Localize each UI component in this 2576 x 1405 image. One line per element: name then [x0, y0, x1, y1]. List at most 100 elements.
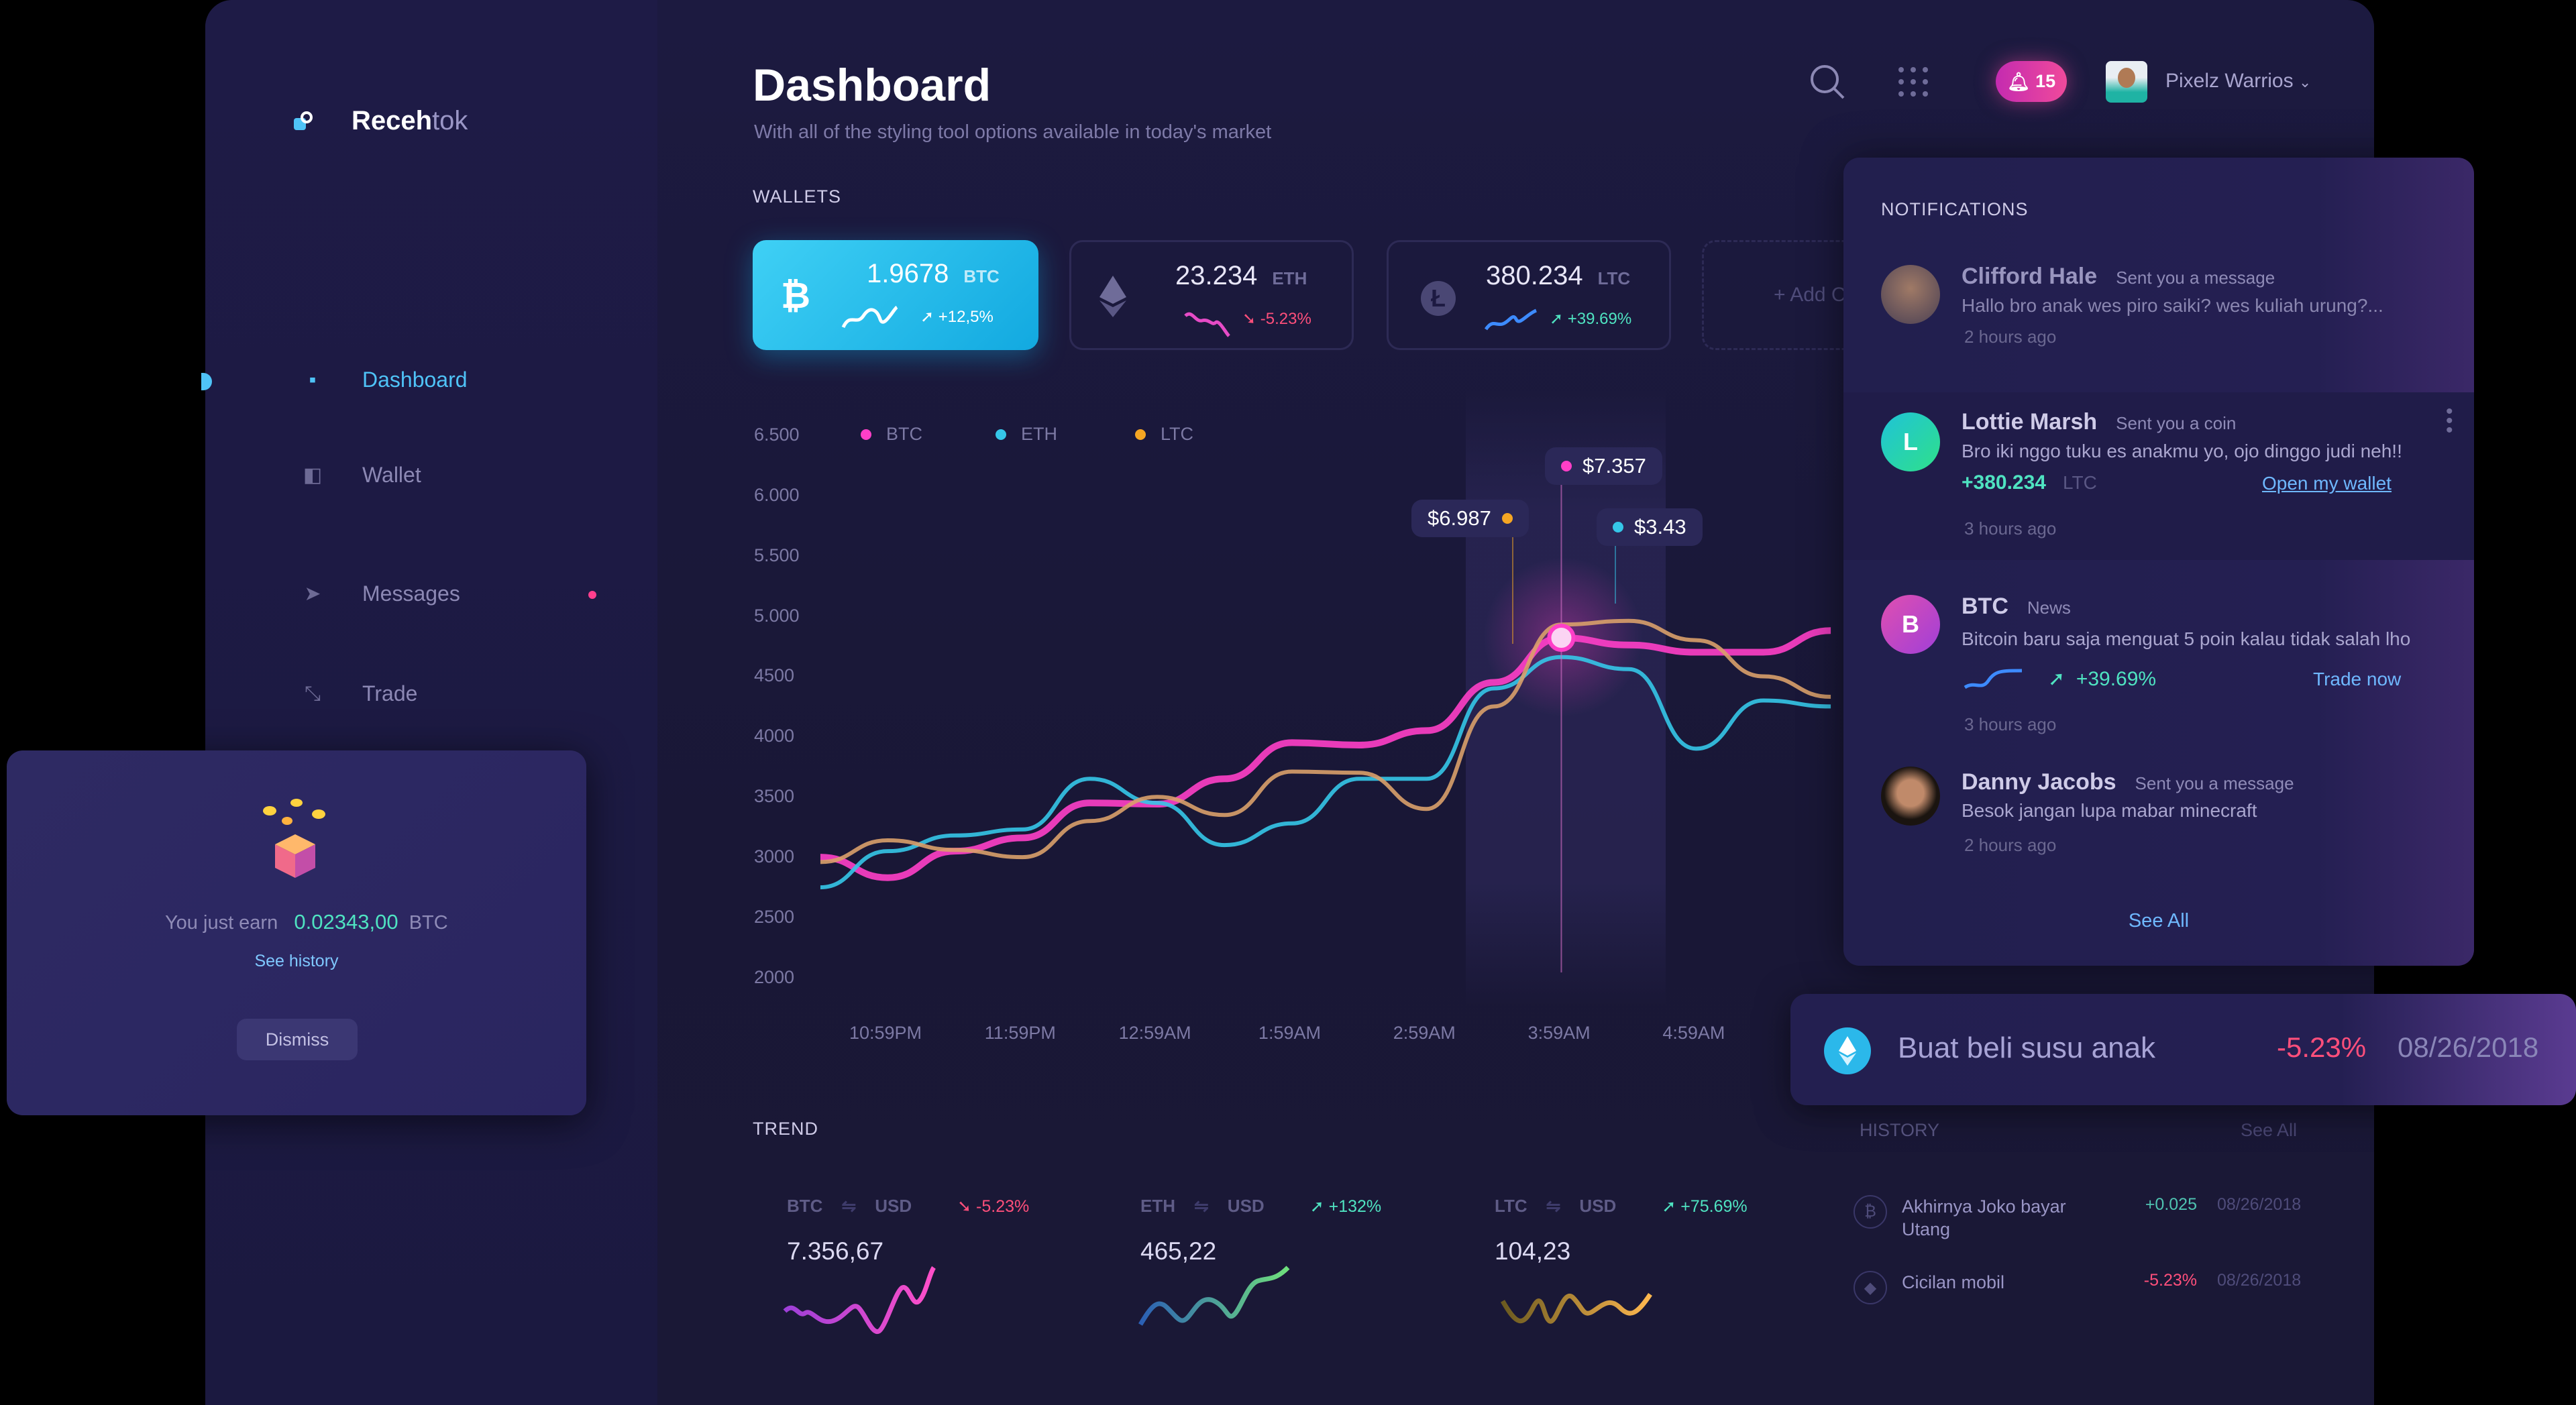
toast-change: -5.23%	[2277, 1031, 2367, 1063]
history-amount: -5.23%	[2143, 1271, 2197, 1290]
legend-dot	[861, 429, 871, 440]
x-tick-label: 1:59AM	[1258, 1023, 1321, 1043]
brand-name[interactable]: Recehtok	[352, 106, 468, 135]
page-title: Dashboard	[753, 60, 991, 111]
active-indicator	[201, 373, 212, 390]
ltc-trend-line	[1500, 1293, 1652, 1324]
avatar: B	[1881, 595, 1940, 654]
history-title[interactable]: Akhirnya Joko bayar Utang	[1902, 1196, 2066, 1239]
wallet-icon: ◧	[303, 464, 323, 486]
notification-count: 15	[2035, 71, 2056, 91]
history-see-all[interactable]: See All	[2241, 1120, 2298, 1140]
series-line-ltc	[820, 618, 1831, 864]
history-title[interactable]: Cicilan mobil	[1902, 1272, 2005, 1292]
notifications-button[interactable]: 🔔︎ 15	[1996, 61, 2067, 102]
wallet-change: ➚ +39.69%	[1550, 310, 1632, 328]
trend-heading: TREND	[753, 1119, 818, 1139]
wallet-amount: 380.234	[1486, 261, 1583, 290]
series-line-btc	[820, 627, 1831, 881]
arrow-up-icon: ➚	[2048, 668, 2065, 690]
x-tick-label: 2:59AM	[1393, 1023, 1456, 1043]
page-subtitle: With all of the styling tool options ava…	[754, 121, 1272, 143]
history-date: 08/26/2018	[2217, 1195, 2302, 1214]
avatar: L	[1881, 412, 1940, 471]
sparkline	[1484, 308, 1538, 331]
user-avatar[interactable]	[2106, 61, 2147, 103]
trend-pair[interactable]: LTC ⇋ USD ➚ +75.69%	[1495, 1196, 1748, 1216]
y-tick-label: 5.000	[754, 605, 800, 626]
more-options-icon[interactable]: • • •	[2446, 400, 2453, 441]
notification-item[interactable]: B BTC News Bitcoin baru saja menguat 5 po…	[1843, 573, 2474, 741]
tooltip-eth: $3.43	[1597, 508, 1703, 546]
y-tick-label: 4000	[754, 726, 795, 746]
y-tick-label: 5.500	[754, 545, 800, 565]
see-all-notifications[interactable]: See All	[2128, 910, 2190, 932]
y-tick-label: 4500	[754, 665, 795, 686]
litecoin-icon: Ł	[1421, 281, 1456, 316]
earn-popup: You just earn 0.02343,00 BTC See history…	[7, 750, 586, 1115]
wallet-change: ➘ -5.23%	[1242, 310, 1311, 328]
bitcoin-icon: ₿	[1854, 1195, 1887, 1229]
dismiss-button[interactable]: Dismiss	[237, 1019, 358, 1060]
wallet-amount: 23.234	[1175, 261, 1258, 290]
transaction-toast[interactable]: Buat beli susu anak -5.23% 08/26/2018	[1790, 994, 2576, 1105]
y-tick-label: 3500	[754, 786, 795, 807]
notifications-panel: NOTIFICATIONS Clifford Hale Sent you a me…	[1843, 158, 2474, 966]
legend-item[interactable]: ETH	[996, 424, 1057, 445]
sidebar-item-messages[interactable]: ➤ Messages	[302, 581, 460, 606]
wallet-card-eth[interactable]: 23.234 ETH ➘ -5.23%	[1069, 240, 1354, 350]
sparkline	[1184, 312, 1230, 337]
dashboard-icon: ▪	[309, 368, 317, 391]
swap-icon: ⇋	[1194, 1196, 1209, 1216]
x-tick-label: 11:59PM	[984, 1023, 1056, 1043]
sidebar-item-wallet[interactable]: ◧ Wallet	[302, 463, 421, 488]
notification-item[interactable]: Danny Jacobs Sent you a message Besok jan…	[1843, 761, 2474, 868]
user-menu[interactable]: Pixelz Warrios ⌄	[2165, 70, 2312, 92]
notification-item[interactable]: L Lottie Marsh Sent you a coin • • • Bro ik…	[1843, 392, 2474, 560]
arrow-down-icon: ➘	[1242, 310, 1256, 328]
hover-marker	[1547, 623, 1576, 652]
y-tick-label: 3000	[754, 846, 795, 867]
sidebar-item-trade[interactable]: ⤡ Trade	[302, 681, 417, 706]
highlight-band	[1466, 389, 1666, 1006]
wallet-card-ltc[interactable]: Ł 380.234 LTC ➚ +39.69%	[1387, 240, 1671, 350]
sparkline	[841, 305, 898, 329]
avatar	[1881, 767, 1940, 826]
wallet-change: ➚ +12,5%	[920, 308, 994, 326]
sparkline	[1964, 669, 2023, 689]
trade-arrows-icon: ⤡	[305, 682, 321, 705]
history-amount: +0.025	[2145, 1195, 2197, 1214]
avatar	[1881, 265, 1940, 324]
arrow-up-icon: ➚	[920, 308, 934, 326]
eth-trend-line	[1138, 1266, 1290, 1326]
wallet-card-btc[interactable]: ₿ 1.9678 BTC ➚ +12,5%	[753, 240, 1038, 350]
arrow-up-icon: ➚	[1662, 1196, 1676, 1216]
legend-item[interactable]: BTC	[861, 424, 922, 445]
y-tick-label: 2000	[754, 966, 795, 987]
trend-pair[interactable]: ETH ⇋ USD ➚ +132%	[1140, 1196, 1382, 1216]
logo-icon	[294, 111, 314, 131]
trend-value: 104,23	[1495, 1237, 1571, 1265]
legend-dot	[996, 429, 1006, 440]
toast-date: 08/26/2018	[2398, 1031, 2539, 1063]
x-tick-label: 4:59AM	[1662, 1023, 1725, 1043]
btc-trend-line	[783, 1266, 936, 1334]
arrow-up-icon: ➚	[1309, 1196, 1324, 1216]
sidebar-item-label: Wallet	[362, 463, 421, 487]
y-tick-label: 6.500	[754, 424, 800, 445]
legend-item[interactable]: LTC	[1135, 424, 1193, 445]
trend-pair[interactable]: BTC ⇋ USD ➘ -5.23%	[787, 1196, 1030, 1216]
swap-icon: ⇋	[1546, 1196, 1561, 1216]
x-tick-label: 10:59PM	[849, 1023, 922, 1043]
search-icon[interactable]	[1809, 63, 1846, 101]
notification-item[interactable]: Clifford Hale Sent you a message Hallo br…	[1843, 251, 2474, 352]
sidebar-item-label: Dashboard	[362, 368, 468, 392]
sidebar-item-dashboard[interactable]: ▪ Dashboard	[302, 368, 468, 392]
apps-grid-icon[interactable]	[1897, 66, 1929, 98]
trade-now-link[interactable]: Trade now	[2313, 669, 2402, 689]
add-wallet-button[interactable]: + Add C	[1702, 240, 1970, 350]
open-wallet-link[interactable]: Open my wallet	[2262, 473, 2392, 494]
trend-value: 7.356,67	[787, 1237, 884, 1265]
see-history-link[interactable]: See history	[254, 952, 339, 970]
